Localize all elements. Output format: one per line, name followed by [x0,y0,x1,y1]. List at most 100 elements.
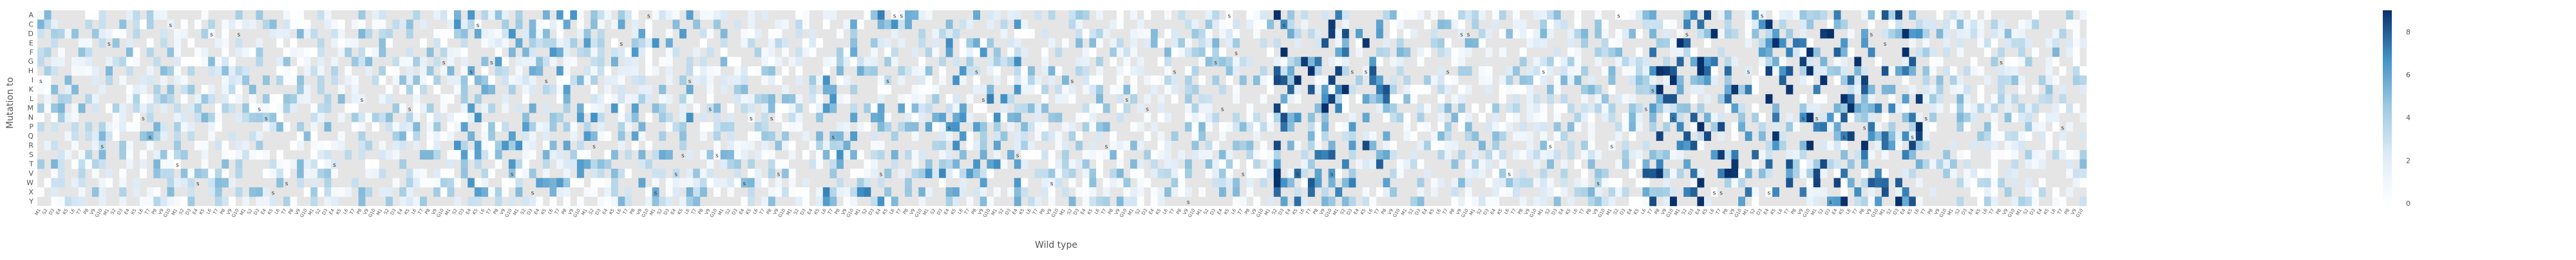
heatmap-cell [1321,84,1329,95]
x-tick-label: P8 [492,208,499,216]
heatmap-cell [542,84,550,95]
heatmap-cell [1335,103,1343,113]
heatmap-cell [385,66,393,76]
heatmap-cell [679,196,687,207]
heatmap-cell [481,84,489,95]
heatmap-cell [1724,150,1732,160]
heatmap-cell [297,28,304,39]
heatmap-cell [1226,122,1233,132]
heatmap-cell [1356,94,1363,104]
heatmap-cell [1307,66,1315,76]
heatmap-cell [228,131,236,141]
heatmap-cell [1799,94,1807,104]
heatmap-cell [816,113,824,123]
heatmap-cell [502,178,509,188]
x-tick-label: K5 [1223,208,1230,216]
heatmap-cell [549,122,557,132]
cell-annotation: s [1296,172,1300,178]
heatmap-cell [468,178,475,188]
heatmap-cell [37,122,44,132]
x-tick-label: T7 [1988,208,1996,216]
heatmap-cell [1581,150,1589,160]
heatmap-cell [1758,169,1766,178]
heatmap-cell [1922,122,1930,132]
heatmap-cell [91,187,99,197]
heatmap-cell [918,94,926,104]
heatmap-cell [235,159,243,169]
heatmap-cell [959,131,967,141]
heatmap-cell [1868,19,1875,30]
heatmap-cell [871,66,878,76]
heatmap-cell [310,113,318,123]
heatmap-cell [597,38,605,48]
heatmap-cell [64,84,72,95]
heatmap-cell [836,66,844,76]
heatmap-cell [1956,28,1964,39]
heatmap-cell [1847,28,1855,39]
cell-annotation: s [108,41,111,48]
heatmap-cell [597,169,605,178]
heatmap-cell [106,57,113,67]
heatmap-cell [665,10,673,20]
x-tick-label: M1 [102,208,110,216]
heatmap-cell [1820,187,1828,197]
heatmap-cell [1964,28,1971,39]
x-tick-label: L6 [1640,208,1647,216]
heatmap-cell [768,150,775,160]
heatmap-cell [741,28,748,39]
heatmap-cell [884,196,892,207]
heatmap-cell [918,28,926,39]
heatmap-cell [1533,196,1540,207]
heatmap-cell [1233,140,1240,151]
heatmap-cell [2004,113,2012,123]
heatmap-cell [966,196,974,207]
heatmap-cell [256,113,263,123]
heatmap-cell [1479,28,1486,39]
heatmap-cell [1130,159,1137,169]
heatmap-cell [1335,94,1343,104]
heatmap-cell [816,94,824,104]
heatmap-cell [1758,10,1766,20]
x-tick-label: P8 [1107,208,1114,216]
heatmap-cell [317,84,325,95]
x-tick-label: K5 [2043,208,2050,216]
heatmap-cell [508,140,516,151]
heatmap-cell [1704,196,1711,207]
heatmap-cell [665,28,673,39]
heatmap-cell [447,10,455,20]
heatmap-cell [1861,28,1868,39]
heatmap-cell [631,66,639,76]
x-tick-label: P8 [1585,208,1592,216]
x-tick-label: S2 [1954,208,1961,216]
heatmap-cell [1724,66,1732,76]
heatmap-cell [1157,131,1165,141]
heatmap-cell [454,113,461,123]
heatmap-cell [91,94,99,104]
heatmap-cell [1642,159,1650,169]
heatmap-cell [959,178,967,188]
heatmap-cell [788,140,796,151]
x-tick-label: T7 [280,208,288,216]
heatmap-cell [1110,178,1117,188]
heatmap-cell [468,66,475,76]
heatmap-cell [1444,75,1452,86]
heatmap-cell [1847,159,1855,169]
heatmap-cell [748,159,755,169]
heatmap-cell [1130,38,1137,48]
heatmap-cell [1362,113,1370,123]
heatmap-cell [665,38,673,48]
heatmap-cell [345,38,352,48]
heatmap-cell [1533,159,1540,169]
heatmap-cell [1068,94,1076,104]
x-tick-label: T7 [1373,208,1381,216]
heatmap-cell [1765,187,1773,197]
heatmap-cell [146,140,154,151]
heatmap-cell [1082,28,1090,39]
heatmap-cell [180,94,188,104]
heatmap-cell [966,66,974,76]
heatmap-cell [980,187,987,197]
heatmap-cell [809,103,817,113]
heatmap-cell [1356,28,1363,39]
heatmap-cell [1642,140,1650,151]
heatmap-cell [1390,94,1397,104]
